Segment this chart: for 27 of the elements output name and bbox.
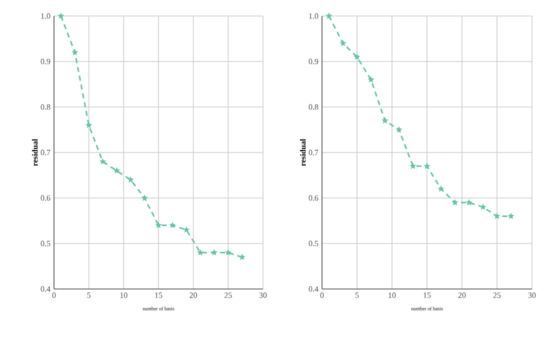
point (326, 12, 332, 19)
point (99, 158, 106, 164)
point (155, 222, 162, 228)
point (224, 249, 232, 256)
point (354, 53, 360, 60)
point (466, 199, 472, 206)
point (113, 167, 120, 174)
point (58, 12, 64, 19)
point (141, 194, 148, 201)
point (508, 212, 514, 220)
point (72, 48, 78, 56)
point (396, 126, 402, 133)
point (410, 162, 416, 169)
point (196, 249, 204, 256)
point (424, 162, 430, 169)
point (127, 176, 134, 183)
point (340, 40, 346, 46)
point (183, 226, 190, 233)
point (169, 222, 176, 228)
point (438, 185, 444, 192)
point (494, 212, 500, 220)
point (368, 76, 374, 83)
point (210, 249, 218, 256)
point (452, 199, 458, 206)
point (382, 117, 388, 124)
point (86, 122, 92, 128)
point (480, 204, 486, 210)
